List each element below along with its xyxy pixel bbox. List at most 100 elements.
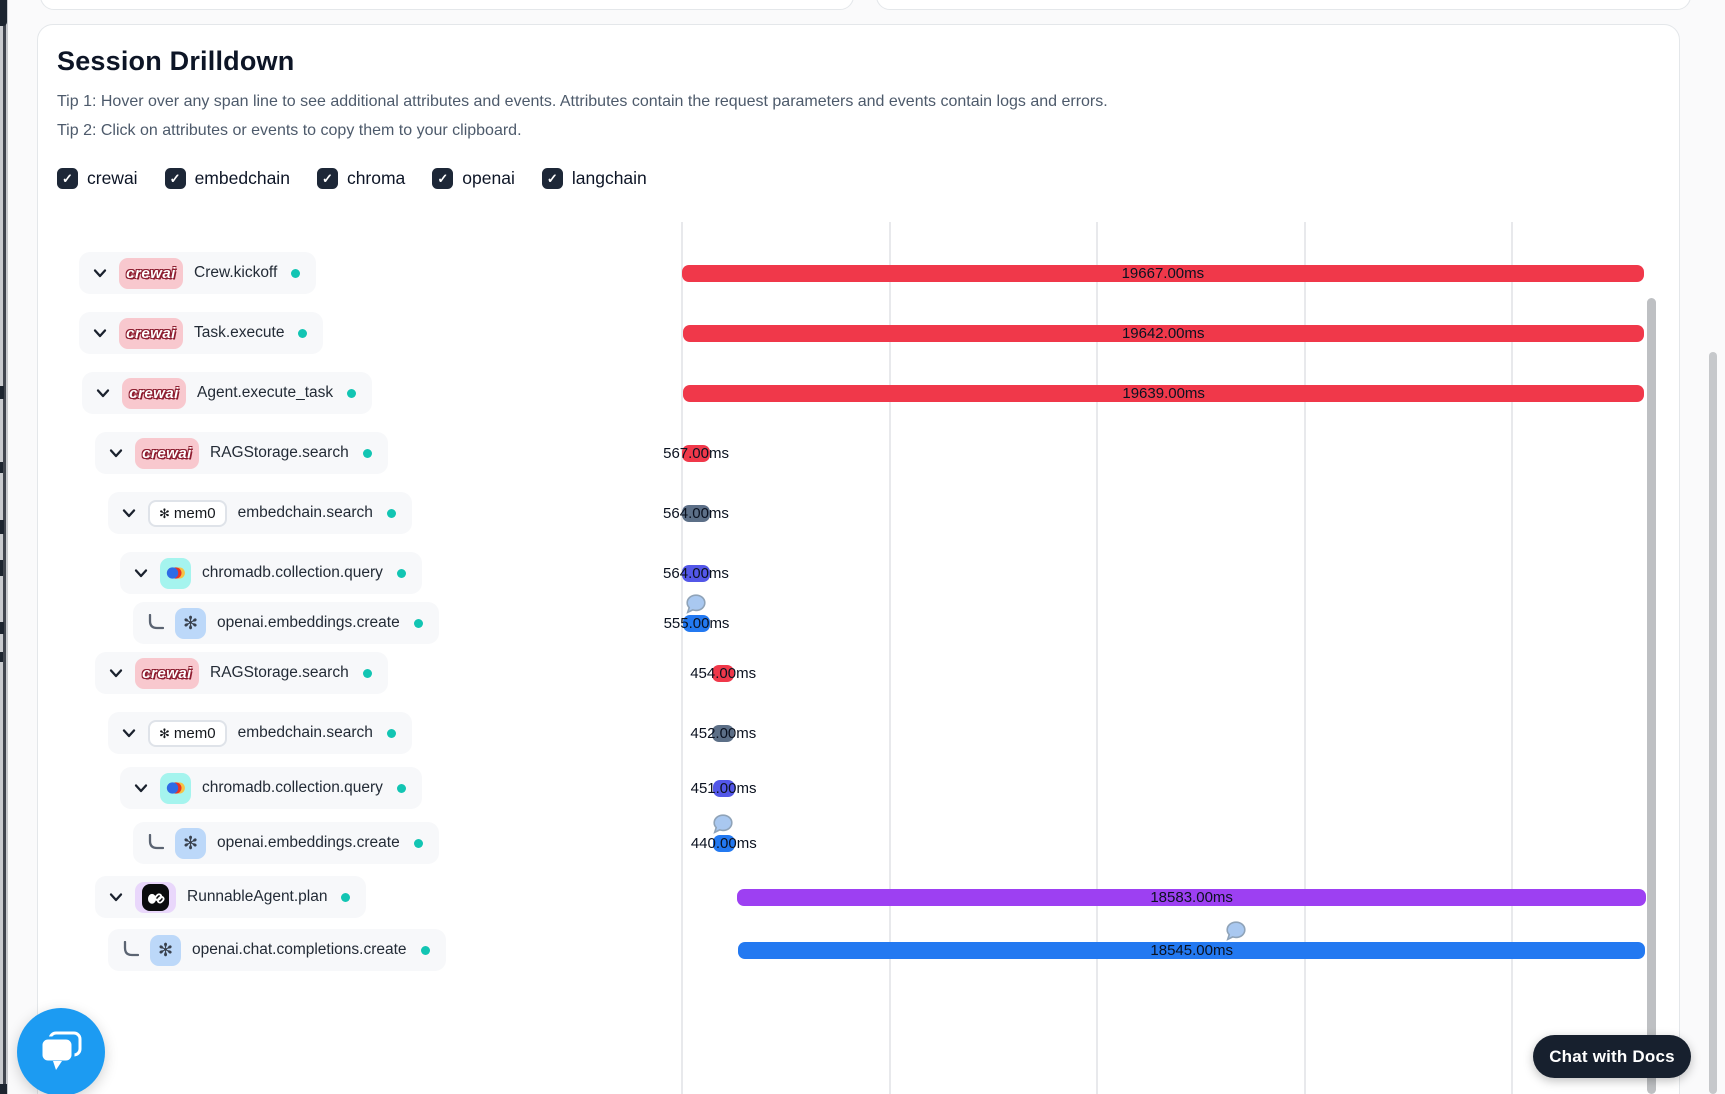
event-bubble-icon[interactable]: [1226, 921, 1247, 946]
chevron-down-icon[interactable]: [95, 385, 111, 401]
chevron-down-icon[interactable]: [121, 725, 137, 741]
duration-label: 18545.00ms: [1150, 941, 1233, 959]
chat-with-docs-button[interactable]: Chat with Docs: [1533, 1035, 1691, 1078]
span-bar-crewai[interactable]: [682, 444, 710, 462]
status-dot: [291, 268, 301, 278]
filter-label: crewai: [87, 168, 138, 188]
status-dot: [386, 508, 396, 518]
page-scrollbar[interactable]: [1709, 352, 1717, 1094]
chevron-down-icon[interactable]: [108, 445, 124, 461]
chevron-down-icon[interactable]: [133, 780, 149, 796]
chart-scrollbar[interactable]: [1647, 298, 1656, 1094]
span-name: embedchain.search: [237, 724, 373, 741]
duration-label: 451.00ms: [690, 779, 757, 797]
span-bar-crewai[interactable]: [712, 664, 735, 682]
span-name: Task.execute: [194, 324, 285, 341]
event-bubble-icon[interactable]: [685, 594, 706, 619]
checkbox-langchain[interactable]: ✓: [541, 168, 563, 189]
duration-label: 555.00ms: [663, 614, 730, 632]
span-bar-openai[interactable]: [713, 834, 735, 852]
trace-row-label-pill[interactable]: crewai Agent.execute_task: [82, 372, 373, 414]
span-bar-crewai[interactable]: [683, 384, 1645, 402]
langchain-logo: [135, 881, 176, 913]
status-dot: [362, 448, 372, 458]
checkbox-embedchain[interactable]: ✓: [164, 168, 186, 189]
duration-label: 19639.00ms: [1122, 384, 1205, 402]
checkbox-openai[interactable]: ✓: [432, 168, 454, 189]
span-bar-crewai[interactable]: [682, 324, 1644, 342]
trace-row-label-pill[interactable]: ✻ openai.chat.completions.create: [108, 929, 446, 971]
crewai-logo: crewai: [135, 437, 199, 469]
trace-row-label-pill[interactable]: ✻ mem0 embedchain.search: [108, 492, 412, 534]
trace-row-label-pill[interactable]: RunnableAgent.plan: [95, 876, 367, 918]
span-name: chromadb.collection.query: [202, 564, 383, 581]
filter-label: embedchain: [194, 168, 290, 188]
mem0-logo: ✻ mem0: [148, 719, 227, 747]
background-page-fragment: [0, 652, 3, 662]
span-bar-mem0[interactable]: [682, 504, 710, 522]
chevron-down-icon[interactable]: [108, 889, 124, 905]
checkbox-chroma[interactable]: ✓: [316, 168, 338, 189]
crewai-logo: crewai: [119, 317, 183, 349]
span-bar-chroma[interactable]: [712, 779, 735, 797]
chevron-down-icon[interactable]: [133, 565, 149, 581]
status-dot: [413, 838, 423, 848]
trace-row-label-pill[interactable]: ✻ mem0 embedchain.search: [108, 712, 412, 754]
timeline-gridline: [1511, 222, 1513, 1094]
trace-row-label-pill[interactable]: chromadb.collection.query: [120, 552, 422, 594]
filter-item-crewai: ✓ crewai: [57, 168, 138, 189]
span-bar-chroma[interactable]: [682, 564, 710, 582]
background-page-fragment: [0, 520, 4, 534]
checkbox-crewai[interactable]: ✓: [57, 168, 78, 189]
filter-item-chroma: ✓ chroma: [316, 168, 406, 189]
timeline-gridline: [1303, 222, 1306, 1094]
trace-row-label-pill[interactable]: ✻ openai.embeddings.create: [133, 822, 439, 864]
trace-row-label-pill[interactable]: crewai RAGStorage.search: [95, 652, 388, 694]
span-name: openai.embeddings.create: [217, 834, 400, 851]
chat-bubbles-icon: [39, 1031, 82, 1070]
duration-label: 440.00ms: [690, 834, 757, 852]
chevron-down-icon[interactable]: [108, 665, 124, 681]
top-panel-left: [40, 0, 854, 10]
span-name: RunnableAgent.plan: [187, 888, 328, 905]
status-dot: [341, 892, 351, 902]
span-name: RAGStorage.search: [210, 444, 349, 461]
span-bar-crewai[interactable]: [681, 264, 1644, 282]
status-dot: [396, 783, 406, 793]
status-dot: [420, 945, 430, 955]
chevron-down-icon[interactable]: [121, 505, 137, 521]
span-bar-openai[interactable]: [737, 941, 1646, 959]
chat-widget-button[interactable]: [17, 1008, 105, 1094]
status-dot: [396, 568, 406, 578]
mem0-logo: ✻ mem0: [148, 499, 227, 527]
chroma-logo: [160, 557, 191, 589]
trace-row-label-pill[interactable]: crewai Task.execute: [79, 312, 324, 354]
duration-label: 19642.00ms: [1121, 324, 1205, 342]
filter-label: chroma: [346, 168, 406, 188]
event-bubble-icon[interactable]: [713, 814, 734, 839]
timeline-gridline: [681, 222, 683, 1094]
span-bar-openai[interactable]: [682, 614, 711, 632]
trace-row-label-pill[interactable]: crewai RAGStorage.search: [95, 432, 388, 474]
trace-row-label-pill[interactable]: chromadb.collection.query: [120, 767, 422, 809]
duration-label: 564.00ms: [663, 564, 729, 582]
chevron-down-icon[interactable]: [92, 325, 108, 341]
status-dot: [347, 388, 357, 398]
span-bar-langchain[interactable]: [736, 888, 1647, 906]
filter-item-embedchain: ✓ embedchain: [164, 168, 290, 189]
span-bar-mem0[interactable]: [712, 724, 735, 742]
duration-label: 452.00ms: [690, 724, 757, 742]
top-panel-right: [876, 0, 1691, 10]
trace-row-label-pill[interactable]: ✻ openai.embeddings.create: [133, 602, 439, 644]
status-dot: [413, 618, 423, 628]
elbow-connector-icon: [146, 834, 164, 852]
span-name: chromadb.collection.query: [202, 779, 383, 796]
chevron-down-icon[interactable]: [92, 265, 108, 281]
filter-item-langchain: ✓ langchain: [541, 168, 647, 189]
background-page-fragment: [0, 0, 7, 26]
background-page-fragment: [0, 1084, 7, 1094]
crewai-logo: crewai: [135, 657, 199, 689]
trace-row-label-pill[interactable]: crewai Crew.kickoff: [79, 252, 317, 294]
span-name: Agent.execute_task: [197, 384, 334, 401]
span-name: RAGStorage.search: [210, 664, 349, 681]
